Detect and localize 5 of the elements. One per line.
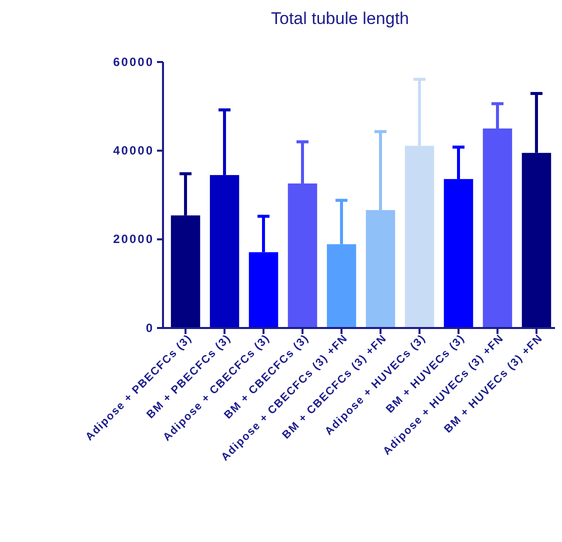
y-tick-label: 20000 [113,232,154,246]
y-tick-label: 40000 [113,144,154,158]
y-tick-label: 60000 [113,54,154,69]
y-tick-label: 0 [146,320,154,335]
chart-title: Total tubule length [271,9,409,28]
